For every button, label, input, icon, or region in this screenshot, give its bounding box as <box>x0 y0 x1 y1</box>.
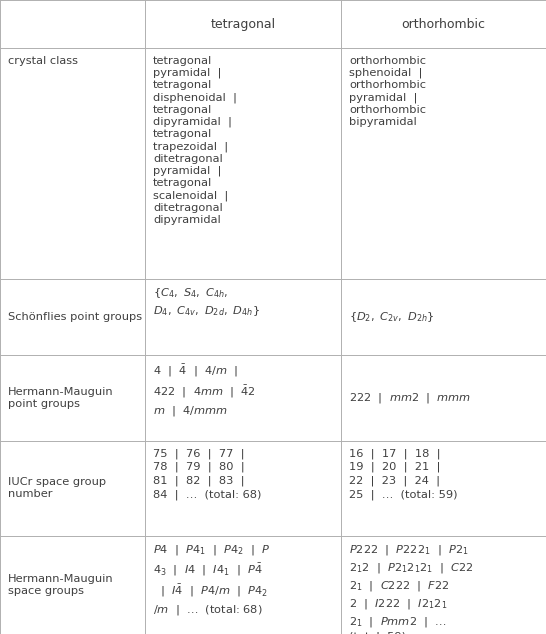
Text: Schönflies point groups: Schönflies point groups <box>8 312 143 322</box>
Text: 75  |  76  |  77  |
78  |  79  |  80  |
81  |  82  |  83  |
84  |  …  (total: 68: 75 | 76 | 77 | 78 | 79 | 80 | 81 | 82 | … <box>153 448 261 500</box>
Text: 16  |  17  |  18  |
19  |  20  |  21  |
22  |  23  |  24  |
25  |  …  (total: 59: 16 | 17 | 18 | 19 | 20 | 21 | 22 | 23 | … <box>349 448 458 500</box>
Text: Hermann-Mauguin
space groups: Hermann-Mauguin space groups <box>8 574 114 596</box>
Text: $\{D_2,\ C_{2v},\ D_{2h}\}$: $\{D_2,\ C_{2v},\ D_{2h}\}$ <box>349 310 435 324</box>
Text: IUCr space group
number: IUCr space group number <box>8 477 106 500</box>
Text: crystal class: crystal class <box>8 56 78 66</box>
Text: tetragonal
pyramidal  |
tetragonal
disphenoidal  |
tetragonal
dipyramidal  |
tet: tetragonal pyramidal | tetragonal disphe… <box>153 56 237 225</box>
Text: $P222$  |  $P222_1$  |  $P2_1$
$2_12$  |  $P2_12_12_1$  |  $C22$
$2_1$  |  $C222: $P222$ | $P222_1$ | $P2_1$ $2_12$ | $P2_… <box>349 543 474 634</box>
Text: $4$  |  $\bar{4}$  |  $4/m$  |
$422$  |  $4mm$  |  $\bar{4}2$
$m$  |  $4/mmm$: $4$ | $\bar{4}$ | $4/m$ | $422$ | $4mm$ … <box>153 363 256 418</box>
Text: orthorhombic: orthorhombic <box>402 18 485 30</box>
Text: orthorhombic
sphenoidal  |
orthorhombic
pyramidal  |
orthorhombic
bipyramidal: orthorhombic sphenoidal | orthorhombic p… <box>349 56 426 127</box>
Text: tetragonal: tetragonal <box>210 18 276 30</box>
Text: Hermann-Mauguin
point groups: Hermann-Mauguin point groups <box>8 387 114 409</box>
Text: $222$  |  $mm2$  |  $mmm$: $222$ | $mm2$ | $mmm$ <box>349 391 472 405</box>
Text: $P4$  |  $P4_1$  |  $P4_2$  |  $P$
$4_3$  |  $I4$  |  $I4_1$  |  $P\bar{4}$
  | : $P4$ | $P4_1$ | $P4_2$ | $P$ $4_3$ | $I4… <box>153 543 270 617</box>
Text: $\{C_4,\ S_4,\ C_{4h},$
$D_4,\ C_{4v},\ D_{2d},\ D_{4h}\}$: $\{C_4,\ S_4,\ C_{4h},$ $D_4,\ C_{4v},\ … <box>153 287 260 318</box>
